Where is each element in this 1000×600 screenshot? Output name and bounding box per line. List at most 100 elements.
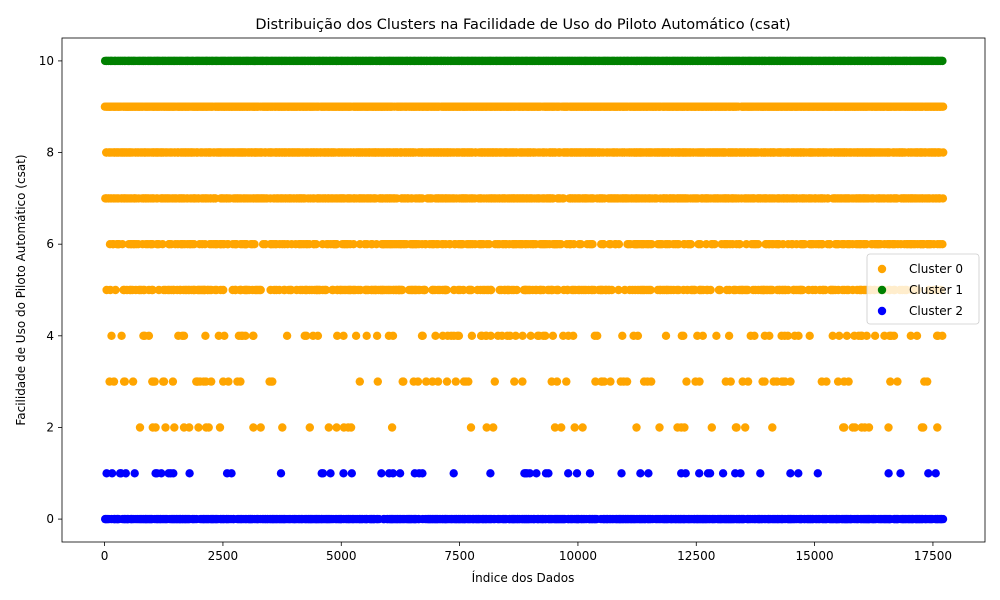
data-point xyxy=(938,331,947,340)
y-axis-label: Facilidade de Uso do Piloto Automático (… xyxy=(14,154,28,425)
data-point xyxy=(486,285,496,295)
data-point xyxy=(449,469,458,478)
data-point xyxy=(532,469,541,478)
data-point xyxy=(256,423,265,432)
data-point xyxy=(686,240,696,249)
x-axis: 0 2500 5000 7500 10000 12500 15000 17500 xyxy=(101,542,952,563)
data-point xyxy=(622,377,632,386)
data-point xyxy=(121,469,130,478)
data-point xyxy=(224,377,233,386)
data-point xyxy=(194,423,203,432)
data-point xyxy=(201,331,210,340)
data-point xyxy=(372,331,382,340)
x-tick-label: 7500 xyxy=(444,549,475,563)
data-point xyxy=(355,377,364,386)
legend-marker xyxy=(877,306,887,316)
data-point xyxy=(387,423,397,432)
data-point xyxy=(518,377,527,386)
data-point xyxy=(562,377,571,386)
data-point xyxy=(919,423,928,432)
data-point xyxy=(107,469,117,478)
data-point xyxy=(215,423,225,432)
data-point xyxy=(161,423,170,432)
data-point xyxy=(707,423,716,432)
data-point xyxy=(207,377,216,386)
data-point xyxy=(765,331,774,340)
data-point xyxy=(794,331,803,340)
data-point xyxy=(544,469,553,478)
data-point xyxy=(569,331,578,340)
data-point xyxy=(931,469,940,478)
data-point xyxy=(466,423,476,432)
x-tick-label: 17500 xyxy=(914,549,952,563)
data-point xyxy=(150,377,159,386)
data-point xyxy=(862,331,871,340)
data-point xyxy=(736,469,745,478)
legend-label: Cluster 0 xyxy=(909,262,963,276)
data-point xyxy=(724,331,734,340)
data-point xyxy=(572,469,582,478)
data-point xyxy=(647,377,656,386)
data-point xyxy=(510,377,519,386)
data-point xyxy=(889,331,899,340)
data-point xyxy=(489,423,498,432)
data-point xyxy=(679,331,688,340)
data-point xyxy=(557,423,566,432)
data-point xyxy=(236,377,245,386)
data-point xyxy=(117,331,126,340)
data-point xyxy=(326,469,335,478)
data-point xyxy=(705,469,715,478)
data-point xyxy=(399,377,408,386)
data-point xyxy=(570,423,579,432)
data-point xyxy=(120,377,129,386)
data-point xyxy=(632,423,641,432)
data-point xyxy=(938,56,947,66)
data-point xyxy=(718,469,728,478)
data-point xyxy=(144,331,154,340)
y-tick-label: 2 xyxy=(46,420,54,434)
y-tick-label: 10 xyxy=(39,54,54,68)
data-point xyxy=(805,331,814,340)
x-axis-label: Índice dos Dados xyxy=(472,570,575,585)
data-point xyxy=(268,377,277,386)
data-point xyxy=(135,423,145,432)
data-point xyxy=(111,285,120,295)
data-point xyxy=(420,285,430,295)
data-point xyxy=(346,423,356,432)
data-point xyxy=(305,423,314,432)
data-point xyxy=(938,240,947,249)
data-point xyxy=(864,423,874,432)
data-point xyxy=(706,285,715,295)
data-point xyxy=(681,469,690,478)
data-point xyxy=(168,377,178,386)
data-point xyxy=(351,331,361,340)
data-point xyxy=(606,377,615,386)
data-point xyxy=(884,469,893,478)
data-point xyxy=(107,331,116,340)
data-point xyxy=(220,331,229,340)
data-point xyxy=(655,423,664,432)
data-point xyxy=(695,377,704,386)
plot-area xyxy=(100,56,948,524)
data-point xyxy=(695,469,704,478)
data-point xyxy=(388,331,398,340)
data-point xyxy=(636,469,645,478)
series-cluster-1 xyxy=(100,56,947,66)
data-point xyxy=(682,377,691,386)
data-point xyxy=(896,469,905,478)
data-point xyxy=(339,469,348,478)
data-point xyxy=(712,331,721,340)
data-point xyxy=(451,377,460,386)
data-point xyxy=(185,423,194,432)
data-point xyxy=(109,377,119,386)
data-point xyxy=(939,148,948,157)
data-point xyxy=(633,331,643,340)
data-point xyxy=(614,240,624,249)
legend-label: Cluster 1 xyxy=(909,283,963,297)
data-point xyxy=(541,331,550,340)
data-point xyxy=(835,331,844,340)
data-point xyxy=(454,331,464,340)
data-point xyxy=(249,331,258,340)
series-cluster-2 xyxy=(101,469,948,524)
